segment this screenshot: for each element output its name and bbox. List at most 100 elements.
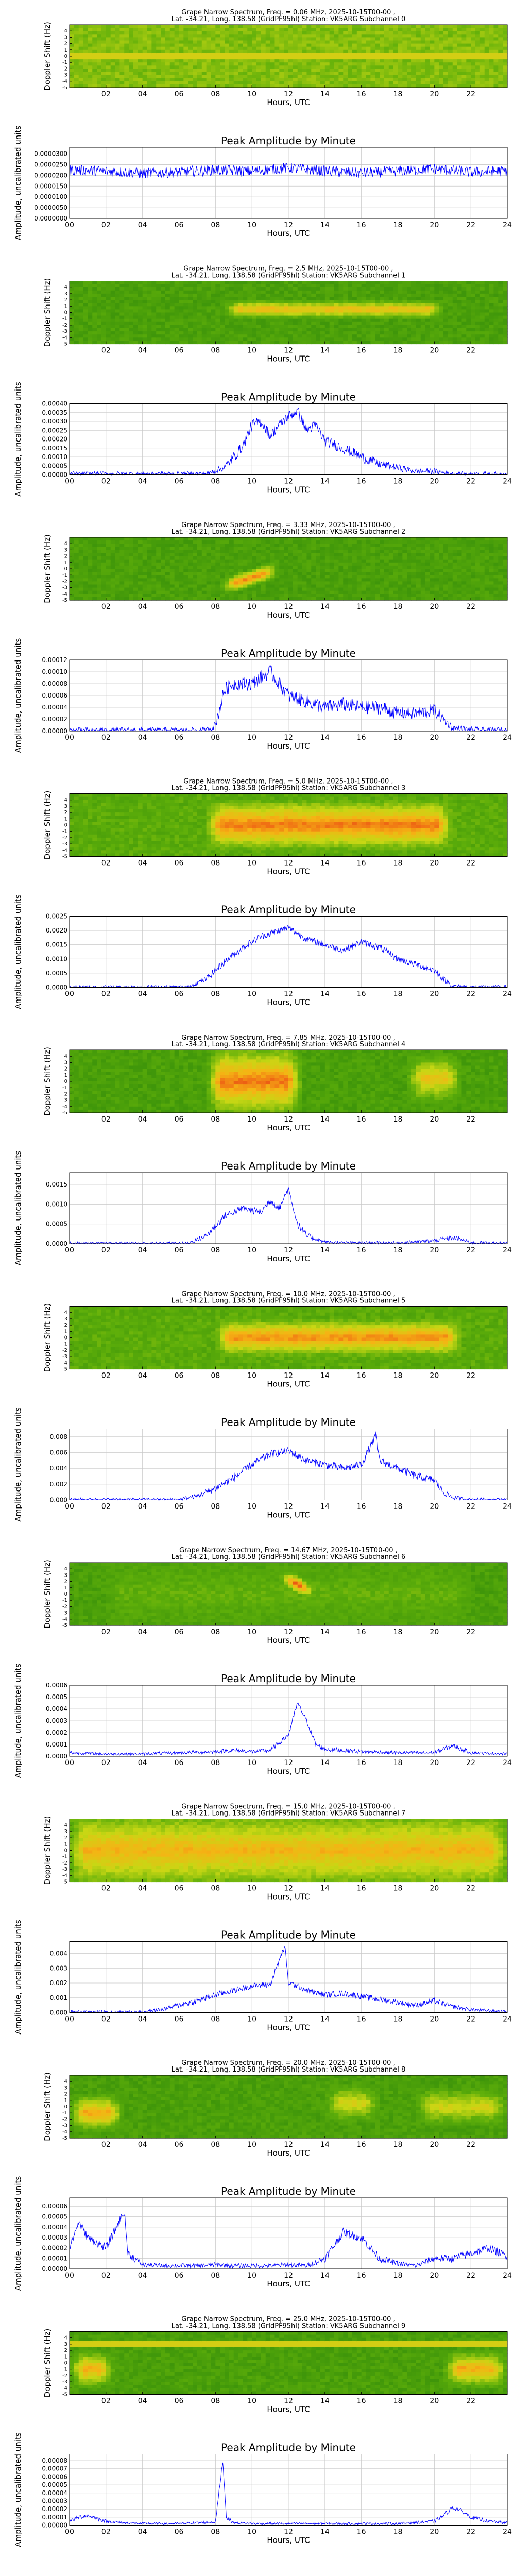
heatmap-cell [434,53,439,57]
heatmap-cell [183,303,188,307]
heatmap-cell [243,337,247,341]
heatmap-cell [330,34,334,38]
heatmap-cell [207,331,211,335]
heatmap-cell [252,47,256,50]
heatmap-cell [407,72,411,76]
heatmap-cell [471,62,475,66]
heatmap-cell [124,62,129,66]
heatmap-cell [238,297,243,300]
heatmap-cell [357,81,362,85]
heatmap-cell [489,325,494,329]
heatmap-cell [266,37,270,41]
heatmap-cell [461,337,466,341]
heatmap-cell [261,72,266,76]
heatmap-cell [421,334,425,338]
heatmap-cell [443,62,448,66]
heatmap-cell [325,294,330,297]
heatmap-cell [147,334,152,338]
heatmap-cell [421,81,425,85]
heatmap-cell [475,65,480,69]
heatmap-cell [129,37,133,41]
heatmap-cell [165,56,170,60]
heatmap-cell [366,75,371,79]
heatmap-cell [188,322,193,326]
heatmap-cell [83,300,88,303]
heatmap-cell [193,328,197,332]
heatmap-cell [398,319,403,323]
heatmap-cell [79,316,83,319]
heatmap-cell [425,25,430,28]
heatmap-cell [330,306,334,310]
heatmap-cell [207,319,211,323]
heatmap-cell [288,334,293,338]
heatmap-cell [434,72,439,76]
heatmap-cell [466,56,471,60]
heatmap-cell [448,50,453,54]
heatmap-cell [375,303,380,307]
heatmap-cell [165,291,170,294]
heatmap-cell [389,287,393,291]
heatmap-cell [188,25,193,28]
heatmap-cell [106,59,111,63]
heatmap-cell [279,47,284,50]
heatmap-cell [138,62,143,66]
heatmap-cell [215,28,220,31]
heatmap-cell [274,297,279,300]
heatmap-cell [202,44,207,47]
heatmap-cell [357,325,362,329]
heatmap-cell [330,303,334,307]
heatmap-cell [170,47,175,50]
heatmap-cell [348,287,352,291]
heatmap-cell [111,294,115,297]
heatmap-cell [279,300,284,303]
heatmap-cell [338,297,343,300]
heatmap-cell [129,322,133,326]
heatmap-cell [475,34,480,38]
heatmap-cell [83,328,88,332]
y-tick-label: 1 [64,47,67,53]
heatmap-cell [179,37,184,41]
heatmap-cell [284,72,288,76]
heatmap-cell [79,297,83,300]
heatmap-cell [443,325,448,329]
heatmap-cell [480,309,485,313]
heatmap-cell [101,53,106,57]
heatmap-cell [119,41,124,44]
heatmap-cell [238,65,243,69]
heatmap-cell [229,300,234,303]
heatmap-cell [266,316,270,319]
heatmap-cell [338,322,343,326]
heatmap-cell [238,81,243,85]
heatmap-cell [384,287,389,291]
heatmap-cell [402,331,407,335]
heatmap-cell [362,319,366,323]
heatmap-cell [443,81,448,85]
heatmap-cell [229,281,234,285]
heatmap-cell [402,59,407,63]
heatmap-cell [302,322,307,326]
heatmap-cell [320,313,325,316]
heatmap-cell [480,25,485,28]
heatmap-cell [306,47,311,50]
heatmap-cell [311,313,316,316]
heatmap-cell [489,62,494,66]
heatmap-cell [70,56,74,60]
heatmap-cell [480,319,485,323]
heatmap-cell [261,325,266,329]
heatmap-cell [266,325,270,329]
heatmap-cell [480,37,485,41]
heatmap-cell [421,322,425,326]
heatmap-cell [256,50,261,54]
heatmap-cell [161,41,165,44]
heatmap-cell [311,75,316,79]
heatmap-cell [288,284,293,288]
heatmap-cell [225,328,229,332]
heatmap-cell [220,284,225,288]
heatmap-cell [389,328,393,332]
heatmap-cell [298,291,302,294]
heatmap-cell [421,316,425,319]
heatmap-cell [330,44,334,47]
heatmap-cell [453,313,457,316]
heatmap-cell [101,72,106,76]
heatmap-cell [124,300,129,303]
